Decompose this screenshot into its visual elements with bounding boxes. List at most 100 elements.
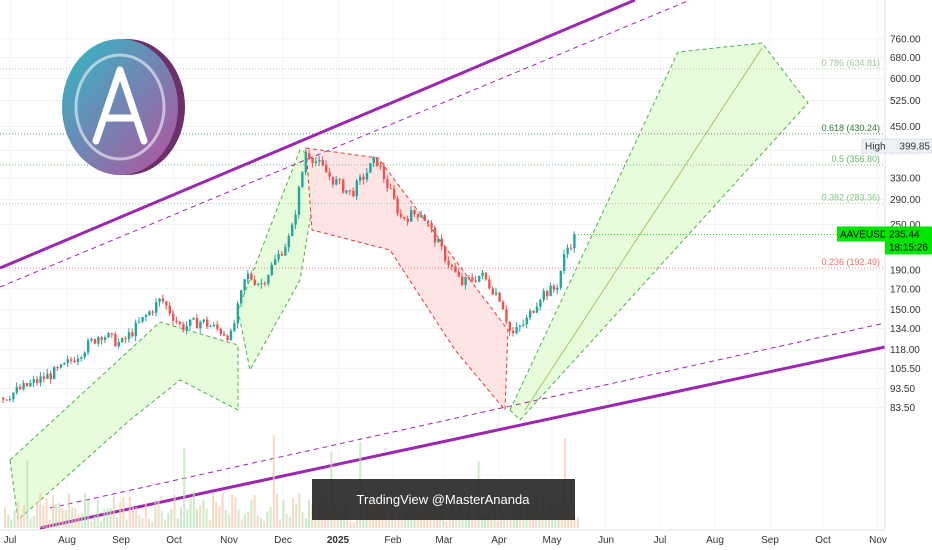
candle-body: [311, 157, 314, 164]
volume-bar: [445, 521, 448, 528]
volume-bar: [112, 495, 115, 528]
candle-body: [134, 322, 137, 337]
y-axis-group: 760.00680.00600.00525.00450.00390.00330.…: [884, 0, 932, 550]
candle-body: [389, 188, 392, 190]
candle-body: [5, 399, 8, 401]
candle-body: [369, 163, 372, 173]
volume-bar: [234, 497, 237, 528]
y-tick-label: 450.00: [890, 122, 921, 133]
candle-body: [206, 319, 209, 327]
volume-bar: [61, 508, 64, 528]
logo-ring: [74, 53, 166, 161]
candle-body: [461, 276, 464, 285]
candle-body: [56, 367, 59, 369]
volume-bar: [173, 494, 176, 528]
channel-upper: [0, 0, 636, 270]
logo-face: [62, 39, 178, 175]
candle-body: [457, 272, 460, 277]
volume-bar: [372, 512, 374, 528]
volume-bar: [356, 519, 358, 528]
candle-body: [243, 279, 246, 291]
candle-body: [144, 315, 148, 318]
candle-body: [117, 341, 120, 347]
candle-body: [437, 238, 440, 243]
candle-body: [175, 320, 178, 322]
candle-body: [447, 260, 450, 266]
volume-bar: [231, 494, 234, 528]
y-tick-label: 190.00: [890, 266, 921, 277]
volume-bar: [48, 519, 51, 528]
high-tag-group: High 399.85: [861, 138, 932, 154]
candle-body: [274, 259, 277, 265]
volume-bar: [506, 518, 509, 528]
candle-body: [416, 214, 420, 218]
volume-bar: [538, 514, 541, 528]
volume-bar: [116, 517, 118, 528]
candle-body: [348, 190, 352, 192]
channel-lower: [39, 345, 886, 530]
candle-body: [223, 334, 226, 336]
y-tick-label: 134.00: [890, 324, 921, 335]
volume-bar: [484, 514, 486, 528]
candle-body: [236, 303, 239, 324]
candle-body: [76, 358, 80, 363]
volume-bar: [122, 497, 125, 528]
candle-body: [525, 317, 528, 325]
volume-bar: [490, 517, 493, 528]
candle-body: [345, 190, 348, 193]
candle-body: [158, 298, 161, 303]
candle-body: [49, 373, 52, 380]
watermark-group: TradingView @MasterAnanda: [312, 479, 575, 520]
fib-label: 0.382 (283.36): [821, 193, 880, 203]
volume-bar: [208, 520, 211, 528]
candle-body: [66, 359, 69, 363]
x-tick-label: Apr: [491, 535, 507, 546]
candle-body: [352, 190, 355, 197]
volume-bar: [125, 519, 128, 528]
volume-bar: [58, 502, 61, 528]
y-tick-label: 83.50: [890, 403, 915, 414]
volume-bar: [340, 512, 342, 528]
y-tick-label: 600.00: [890, 74, 921, 85]
volume-bar: [39, 492, 42, 528]
candle-body: [246, 273, 250, 280]
aave-logo: [62, 39, 185, 175]
candle-body: [110, 333, 114, 335]
channel-upper-dashed: [0, 0, 691, 288]
candle-body: [304, 153, 307, 173]
candle-body: [467, 277, 471, 279]
candle-body: [359, 176, 362, 181]
volume-bar: [471, 519, 474, 528]
candle-body: [566, 247, 569, 255]
candle-body: [267, 275, 270, 284]
candle-body: [131, 332, 134, 337]
x-tick-label: Jun: [598, 535, 614, 546]
candle-body: [233, 323, 236, 331]
candle-body: [19, 387, 22, 390]
candle-body: [484, 272, 488, 280]
candle-body: [165, 301, 168, 306]
candle-body: [542, 291, 545, 300]
volume-bar: [157, 500, 160, 528]
candle-body: [73, 360, 76, 363]
candle-body: [399, 213, 403, 217]
projection-midline: [524, 47, 763, 411]
x-tick-label: Jul: [654, 535, 667, 546]
volume-bar: [132, 507, 134, 528]
candle-body: [53, 367, 56, 380]
candle-body: [379, 166, 382, 168]
volume-bar: [186, 509, 189, 528]
volume-bar: [308, 499, 310, 528]
volume-bar: [80, 513, 83, 528]
candle-body: [12, 392, 15, 400]
high-tag-bg: [861, 138, 932, 154]
candle-body: [195, 318, 199, 329]
candle-body: [474, 280, 477, 282]
volume-bar: [170, 508, 173, 528]
candle-body: [161, 298, 165, 302]
candle-body: [257, 283, 260, 285]
volume-bar: [503, 515, 506, 528]
volume-bar: [16, 502, 19, 528]
candle-body: [212, 324, 216, 327]
candle-body: [365, 172, 369, 180]
